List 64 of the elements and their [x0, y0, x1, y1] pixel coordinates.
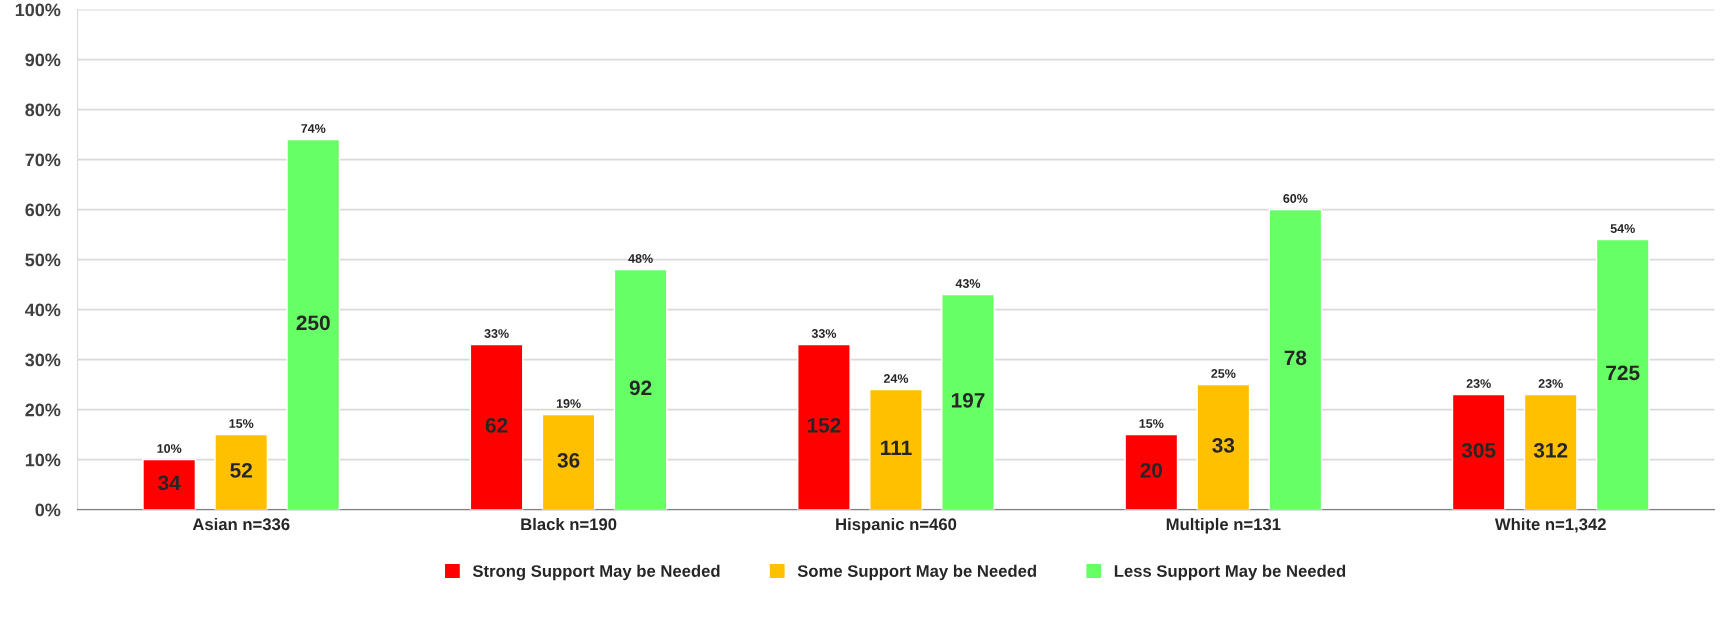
- x-tick-label: Black n=190: [521, 517, 617, 531]
- legend-label: Less Support May be Needed: [1114, 564, 1346, 581]
- data-label: 54%: [1610, 224, 1635, 233]
- annotation: 92: [629, 380, 652, 396]
- annotation: 36: [557, 452, 580, 468]
- data-label: 15%: [1139, 419, 1164, 428]
- y-tick-label: 100%: [15, 3, 61, 17]
- bar: [797, 343, 851, 510]
- annotation: 33: [1212, 437, 1235, 453]
- annotation: 78: [1284, 350, 1307, 366]
- legend-label: Some Support May be Needed: [797, 564, 1036, 581]
- data-label: 25%: [1211, 369, 1236, 378]
- y-tick-label: 10%: [25, 453, 61, 467]
- data-label: 33%: [484, 329, 509, 338]
- bar: [1268, 208, 1323, 510]
- annotation: 111: [881, 440, 912, 455]
- data-label: 33%: [811, 329, 837, 338]
- annotation: 197: [951, 392, 985, 408]
- y-tick-label: 0%: [35, 503, 61, 517]
- annotation: 250: [296, 315, 330, 331]
- bar: [941, 293, 995, 510]
- x-tick-label: Multiple n=131: [1166, 517, 1281, 534]
- y-tick-label: 60%: [25, 203, 61, 217]
- bar: [286, 138, 341, 510]
- y-tick-label: 40%: [25, 303, 61, 317]
- annotation: 52: [230, 462, 252, 478]
- y-tick-label: 50%: [25, 253, 61, 267]
- y-tick-label: 70%: [25, 153, 61, 167]
- bar: [214, 433, 269, 510]
- y-tick-label: 80%: [25, 103, 61, 117]
- data-label: 23%: [1538, 379, 1563, 388]
- data-label: 19%: [556, 399, 581, 408]
- bar: [469, 343, 524, 510]
- legend-label: Strong Support May be Needed: [472, 564, 720, 581]
- bar: [869, 388, 923, 510]
- y-tick-label: 30%: [25, 353, 61, 367]
- annotation: 725: [1606, 365, 1640, 381]
- data-label: 48%: [628, 254, 653, 263]
- bar: [613, 268, 668, 510]
- annotation: 152: [807, 417, 841, 433]
- data-label: 23%: [1466, 379, 1491, 388]
- bar: [541, 413, 596, 510]
- data-label: 60%: [1283, 194, 1308, 203]
- annotation: 312: [1533, 442, 1568, 458]
- bar: [1196, 383, 1251, 510]
- annotation: 34: [158, 475, 181, 491]
- annotation: 20: [1140, 462, 1163, 478]
- x-tick-label: Asian n=336: [192, 517, 290, 531]
- bar: [1451, 393, 1506, 510]
- bar: [1523, 393, 1578, 510]
- data-label: 43%: [955, 279, 981, 288]
- annotation: 62: [485, 417, 508, 433]
- data-label: 74%: [301, 124, 326, 133]
- annotation: 305: [1461, 442, 1496, 458]
- y-tick-label: 20%: [25, 403, 61, 417]
- bar: [1595, 238, 1650, 510]
- data-label: 24%: [883, 374, 909, 383]
- x-tick-label: Hispanic n=460: [836, 517, 957, 534]
- y-tick-label: 90%: [25, 53, 61, 67]
- bar: [1124, 433, 1179, 510]
- data-label: 15%: [229, 419, 254, 428]
- bar: [142, 458, 197, 510]
- data-label: 10%: [157, 444, 182, 453]
- x-tick-label: White n=1,342: [1494, 517, 1606, 533]
